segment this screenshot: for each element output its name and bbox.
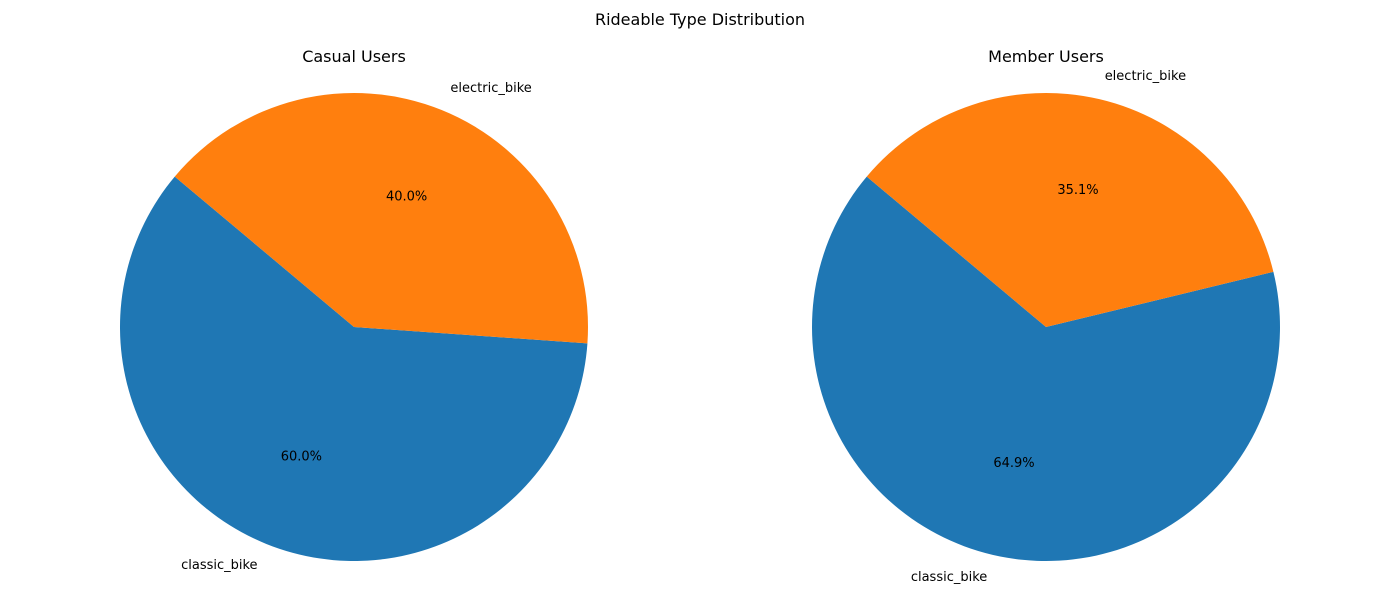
member-users-title: Member Users [988,47,1104,66]
member-users-pie: Member Users classic_bike 64.9% electric_b… [812,47,1280,585]
member-users-pct-electric-bike: 35.1% [1057,183,1098,198]
figure-title: Rideable Type Distribution [595,10,805,29]
casual-users-label-electric-bike: electric_bike [450,81,531,96]
member-users-slices: classic_bike 64.9% electric_bike 35.1% [812,69,1280,585]
member-users-pct-classic-bike: 64.9% [993,456,1034,471]
casual-users-pct-classic-bike: 60.0% [281,450,322,465]
casual-users-pct-electric-bike: 40.0% [386,189,427,204]
member-users-label-electric-bike: electric_bike [1105,69,1186,84]
casual-users-pie: Casual Users classic_bike 60.0% electric_b… [120,47,588,573]
member-users-slice-electric-bike [866,93,1274,327]
casual-users-slice-electric-bike [174,92,588,344]
casual-users-slice-classic-bike [120,176,588,561]
casual-users-slices: classic_bike 60.0% electric_bike 40.0% [120,81,588,573]
casual-users-title: Casual Users [302,47,406,66]
member-users-slice-classic-bike [812,176,1280,562]
member-users-label-classic-bike: classic_bike [911,570,987,585]
casual-users-label-classic-bike: classic_bike [181,558,257,573]
